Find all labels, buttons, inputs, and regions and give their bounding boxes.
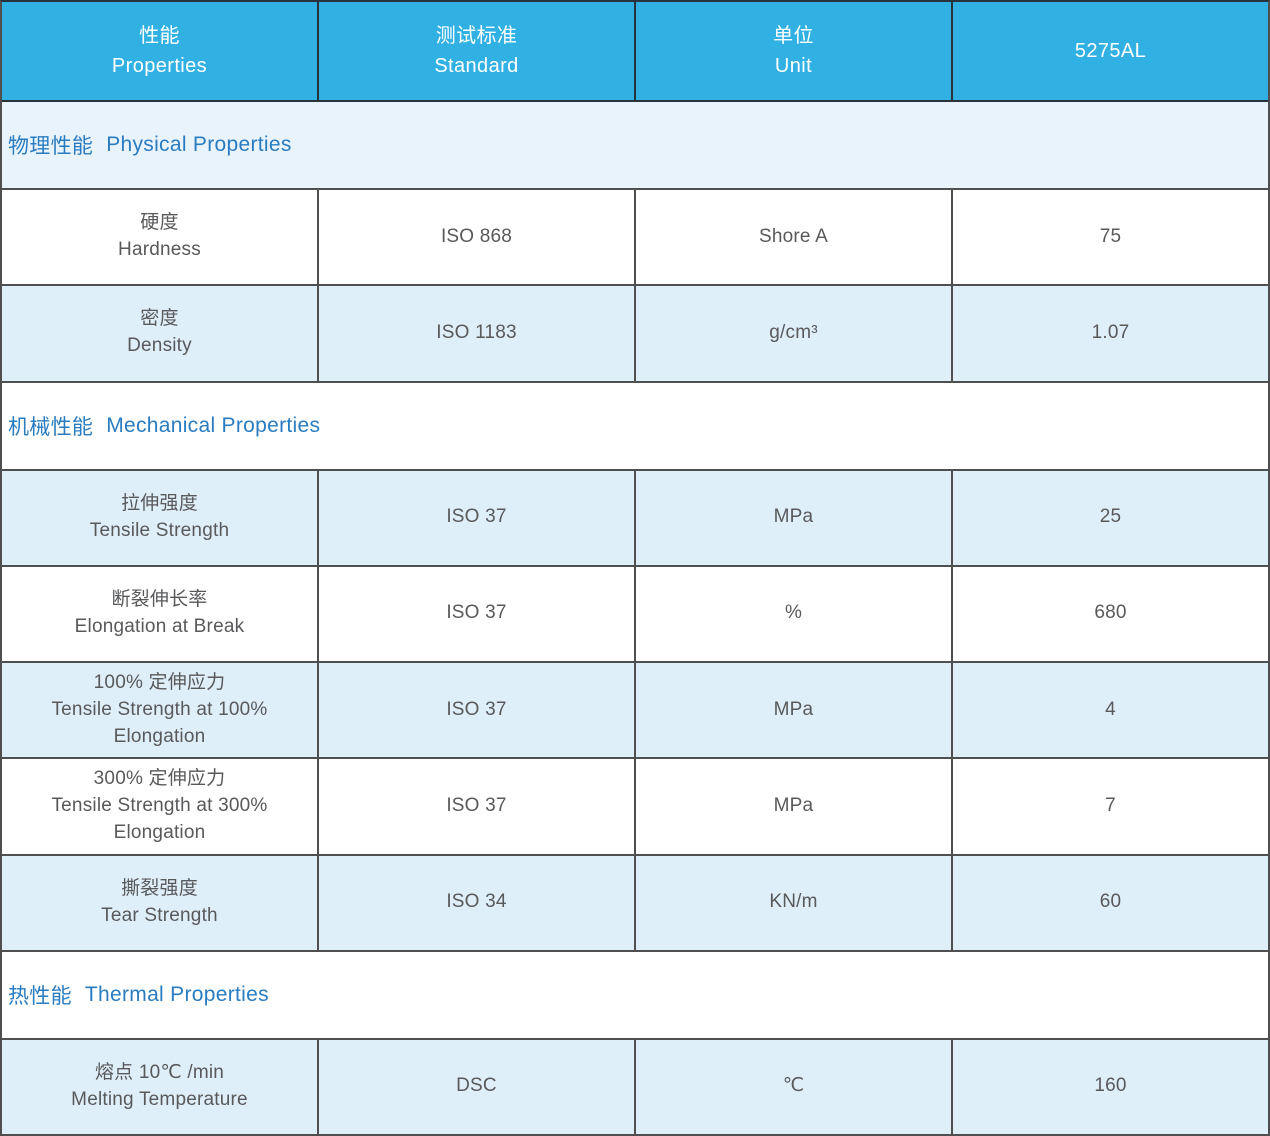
standard-cell: ISO 868: [317, 190, 634, 285]
property-cell: 硬度 Hardness: [2, 190, 317, 284]
property-name-en: Tensile Strength: [89, 519, 230, 541]
property-cell: 100% 定伸应力 Tensile Strength at 100% Elong…: [2, 663, 317, 757]
property-cell: 熔点 10℃ /min Melting Temperature: [2, 1040, 317, 1134]
section-header-row: 热性能 Thermal Properties: [2, 951, 1268, 1040]
property-name-en: Elongation at Break: [74, 615, 245, 637]
property-cell: 拉伸强度 Tensile Strength: [2, 471, 317, 565]
unit-cell: ℃: [634, 1039, 951, 1134]
column-header-standard-cn: 测试标准: [435, 25, 518, 47]
column-header-properties-cn: 性能: [139, 25, 180, 47]
property-name-cn: 拉伸强度: [121, 492, 198, 514]
value-cell: 75: [951, 190, 1268, 285]
property-name-cn: 300% 定伸应力: [93, 767, 226, 789]
value-cell: 60: [951, 855, 1268, 950]
value-cell: 25: [951, 470, 1268, 565]
property-name-en: Density: [127, 335, 192, 357]
unit-cell: KN/m: [634, 855, 951, 950]
table-body: 物理性能 Physical Properties 硬度 Hardness ISO…: [2, 102, 1268, 1134]
property-name-cn: 断裂伸长率: [111, 588, 208, 610]
standard-cell: ISO 1183: [317, 286, 634, 381]
property-cell: 断裂伸长率 Elongation at Break: [2, 567, 317, 661]
unit-cell: Shore A: [634, 190, 951, 285]
property-name-en: Tensile Strength at 100% Elongation: [51, 698, 268, 747]
property-name-en: Hardness: [118, 239, 201, 261]
section-header-row: 物理性能 Physical Properties: [2, 102, 1268, 190]
standard-cell: ISO 37: [317, 470, 634, 565]
table-header-row: 性能 Properties 测试标准 Standard 单位 Unit 5275…: [2, 2, 1268, 102]
section-title-cn: 物理性能: [8, 135, 94, 158]
standard-cell: ISO 37: [317, 566, 634, 661]
value-cell: 1.07: [951, 286, 1268, 381]
table-row: 300% 定伸应力 Tensile Strength at 300% Elong…: [2, 759, 1268, 856]
column-header-properties-en: Properties: [111, 55, 208, 77]
column-header-product-code-label: 5275AL: [1074, 40, 1147, 62]
standard-cell: ISO 37: [317, 663, 634, 758]
column-header-properties: 性能 Properties: [2, 2, 317, 100]
property-name-cn: 100% 定伸应力: [93, 671, 226, 693]
value-cell: 7: [951, 759, 1268, 854]
column-header-standard: 测试标准 Standard: [317, 2, 634, 100]
property-cell: 300% 定伸应力 Tensile Strength at 300% Elong…: [2, 759, 317, 853]
column-header-unit-en: Unit: [774, 55, 813, 77]
property-name-cn: 撕裂强度: [121, 877, 198, 899]
unit-cell: MPa: [634, 470, 951, 565]
property-cell: 密度 Density: [2, 286, 317, 380]
section-title-cn: 热性能: [8, 984, 72, 1008]
table-row: 密度 Density ISO 1183 g/cm³ 1.07: [2, 286, 1268, 383]
table-row: 熔点 10℃ /min Melting Temperature DSC ℃ 16…: [2, 1039, 1268, 1134]
table-row: 100% 定伸应力 Tensile Strength at 100% Elong…: [2, 663, 1268, 760]
property-name-en: Melting Temperature: [71, 1088, 248, 1110]
section-title-en: Thermal Properties: [84, 982, 269, 1006]
section-header-row: 机械性能 Mechanical Properties: [2, 382, 1268, 471]
unit-cell: g/cm³: [634, 286, 951, 381]
column-header-unit-cn: 单位: [773, 25, 814, 47]
value-cell: 680: [951, 566, 1268, 661]
column-header-unit: 单位 Unit: [634, 2, 951, 100]
property-name-en: Tensile Strength at 300% Elongation: [51, 794, 268, 843]
section-title-en: Mechanical Properties: [106, 413, 321, 437]
value-cell: 4: [951, 663, 1268, 758]
property-cell: 撕裂强度 Tear Strength: [2, 856, 317, 950]
section-title-en: Physical Properties: [106, 133, 292, 156]
unit-cell: %: [634, 566, 951, 661]
table-row: 撕裂强度 Tear Strength ISO 34 KN/m 60: [2, 855, 1268, 952]
property-name-cn: 熔点 10℃ /min: [94, 1061, 225, 1083]
table-row: 硬度 Hardness ISO 868 Shore A 75: [2, 190, 1268, 287]
section-title-cn: 机械性能: [8, 415, 94, 439]
column-header-product-code: 5275AL: [951, 2, 1268, 100]
standard-cell: ISO 37: [317, 759, 634, 854]
property-name-en: Tear Strength: [101, 904, 218, 926]
column-header-standard-en: Standard: [434, 55, 519, 77]
property-name-cn: 密度: [140, 308, 179, 330]
unit-cell: MPa: [634, 759, 951, 854]
standard-cell: DSC: [317, 1039, 634, 1134]
value-cell: 160: [951, 1039, 1268, 1134]
unit-cell: MPa: [634, 663, 951, 758]
table-row: 断裂伸长率 Elongation at Break ISO 37 % 680: [2, 566, 1268, 663]
property-name-cn: 硬度: [140, 212, 179, 234]
standard-cell: ISO 34: [317, 855, 634, 950]
table-row: 拉伸强度 Tensile Strength ISO 37 MPa 25: [2, 470, 1268, 567]
